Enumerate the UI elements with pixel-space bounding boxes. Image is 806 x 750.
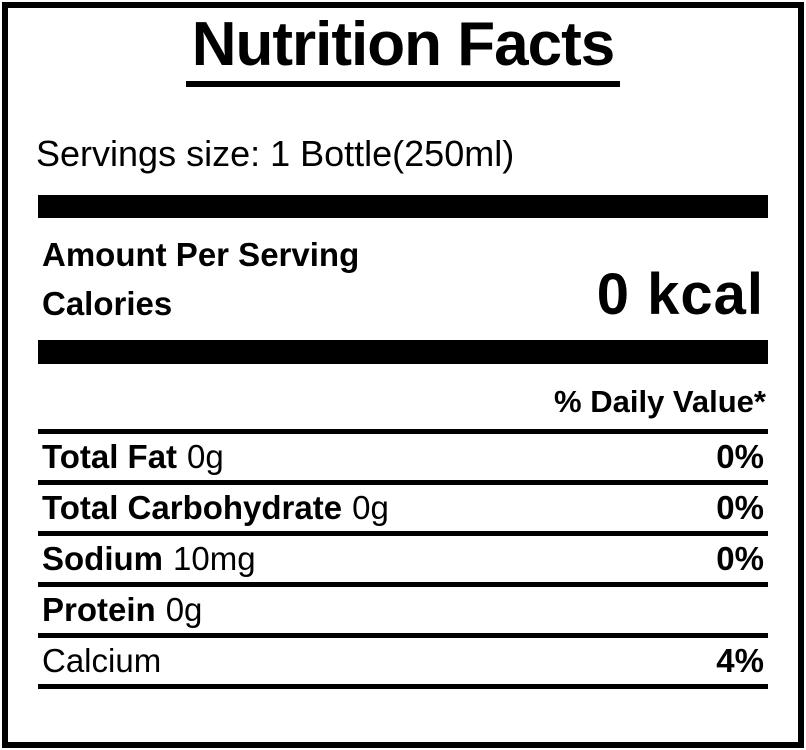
- nutrient-row-total-carbohydrate: Total Carbohydrate 0g 0%: [38, 480, 768, 531]
- nutrient-name-amount: Calcium: [42, 642, 171, 680]
- amount-per-serving-label: Amount Per Serving: [42, 236, 360, 274]
- label-title: Nutrition Facts: [185, 10, 621, 88]
- nutrient-name: Protein: [42, 591, 156, 629]
- divider-bar-middle: [38, 340, 768, 365]
- nutrient-row-sodium: Sodium 10mg 0%: [38, 531, 768, 582]
- nutrient-name: Calcium: [42, 642, 162, 680]
- nutrient-name: Total Fat: [42, 438, 178, 476]
- nutrient-name-amount: Sodium 10mg: [42, 540, 256, 578]
- nutrient-row-calcium: Calcium 4%: [38, 633, 768, 684]
- nutrient-name: Total Carbohydrate: [42, 489, 343, 527]
- nutrient-amount: 0g: [187, 438, 224, 476]
- nutrient-name: Sodium: [42, 540, 163, 578]
- nutrient-name-amount: Total Carbohydrate 0g: [42, 489, 389, 527]
- label-header: Nutrition Facts: [36, 10, 770, 88]
- calories-section: Amount Per Serving Calories 0 kcal: [36, 230, 770, 328]
- nutrient-daily-value: 4%: [716, 642, 764, 680]
- calories-label: Calories: [42, 285, 173, 323]
- nutrient-row-total-fat: Total Fat 0g 0%: [38, 429, 768, 480]
- nutrient-amount: 10mg: [173, 540, 256, 578]
- nutrient-daily-value: 0%: [716, 489, 764, 527]
- nutrient-amount: 0g: [352, 489, 389, 527]
- divider-bar-top: [38, 195, 768, 219]
- nutrient-daily-value: 0%: [716, 438, 764, 476]
- calories-section-left: Amount Per Serving Calories: [42, 230, 359, 328]
- nutrient-amount: 0g: [165, 591, 203, 629]
- daily-value-header: % Daily Value*: [554, 384, 766, 420]
- nutrient-table: Total Fat 0g 0% Total Carbohydrate 0g 0%…: [38, 429, 768, 690]
- serving-size-text: Servings size: 1 Bottle(250ml): [36, 133, 515, 175]
- nutrient-name-amount: Protein 0g: [42, 591, 202, 629]
- nutrient-daily-value: 0%: [716, 540, 764, 578]
- nutrient-row-protein: Protein 0g: [38, 582, 768, 633]
- nutrient-name-amount: Total Fat 0g: [42, 438, 224, 476]
- calories-value: 0 kcal: [596, 262, 764, 328]
